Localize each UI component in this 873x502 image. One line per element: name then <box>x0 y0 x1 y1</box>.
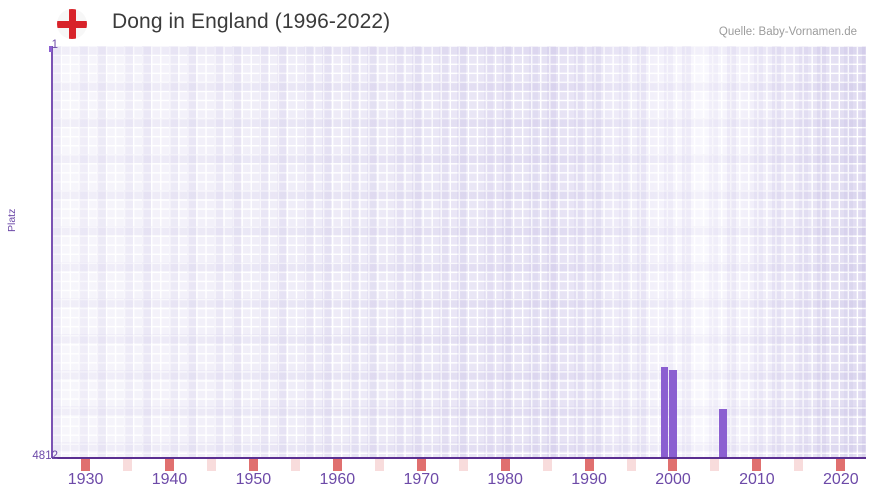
chart-header: Dong in England (1996-2022) Quelle: Baby… <box>0 0 873 46</box>
x-axis-halfdecade-marker <box>374 459 384 471</box>
bars-layer <box>52 46 866 458</box>
x-axis-tick-label: 2010 <box>739 471 775 488</box>
x-axis-tick-label: 1970 <box>403 471 440 488</box>
x-axis-decade-marker <box>81 459 91 471</box>
x-axis-decade-marker <box>500 459 510 471</box>
x-axis-tick-label: 2020 <box>823 471 859 488</box>
x-axis-tick-label: 2000 <box>655 471 691 488</box>
grid-overlay <box>52 46 866 458</box>
x-axis-decade-marker <box>164 459 174 471</box>
chart-title: Dong in England (1996-2022) <box>112 10 391 33</box>
x-axis-halfdecade-marker <box>794 459 804 471</box>
x-axis-halfdecade-marker <box>206 459 216 471</box>
x-axis-tick-label: 1980 <box>487 471 523 488</box>
y-axis-title: Platz <box>6 208 18 232</box>
x-axis-halfdecade-marker <box>290 459 300 471</box>
x-axis-tick-label: 1960 <box>319 471 356 488</box>
x-axis-halfdecade-marker <box>626 459 636 471</box>
x-axis-markers <box>52 459 866 471</box>
x-axis-halfdecade-marker <box>458 459 468 471</box>
x-axis-decade-marker <box>752 459 762 471</box>
x-axis-decade-marker <box>248 459 258 471</box>
x-axis-tick-label: 1950 <box>235 471 272 488</box>
x-axis-tick-label: 1940 <box>151 471 188 488</box>
x-axis-halfdecade-marker <box>542 459 552 471</box>
x-axis-decade-marker <box>416 459 426 471</box>
chart-bar <box>719 409 728 458</box>
x-axis-halfdecade-marker <box>710 459 720 471</box>
y-axis-line <box>51 46 53 458</box>
source-attribution: Quelle: Baby-Vornamen.de <box>718 26 857 38</box>
grid-mottle <box>52 46 866 458</box>
chart-bar <box>660 367 669 458</box>
x-axis-decade-marker <box>584 459 594 471</box>
y-axis-top-label: 1 <box>51 39 58 51</box>
chart-bar <box>669 370 677 458</box>
x-axis-decade-marker <box>332 459 342 471</box>
x-axis-tick-label: 1990 <box>571 471 607 488</box>
x-axis-tick-label: 1930 <box>67 471 104 488</box>
x-axis-line <box>52 457 866 459</box>
england-flag-icon <box>57 9 87 39</box>
plot-area <box>52 46 866 458</box>
x-axis-decade-marker <box>668 459 678 471</box>
x-axis-decade-marker <box>836 459 846 471</box>
y-axis-bottom-label: 4812 <box>32 450 58 462</box>
x-axis-halfdecade-marker <box>123 459 133 471</box>
y-axis-top-cap <box>49 46 52 52</box>
flag-cross-horizontal <box>57 20 87 28</box>
